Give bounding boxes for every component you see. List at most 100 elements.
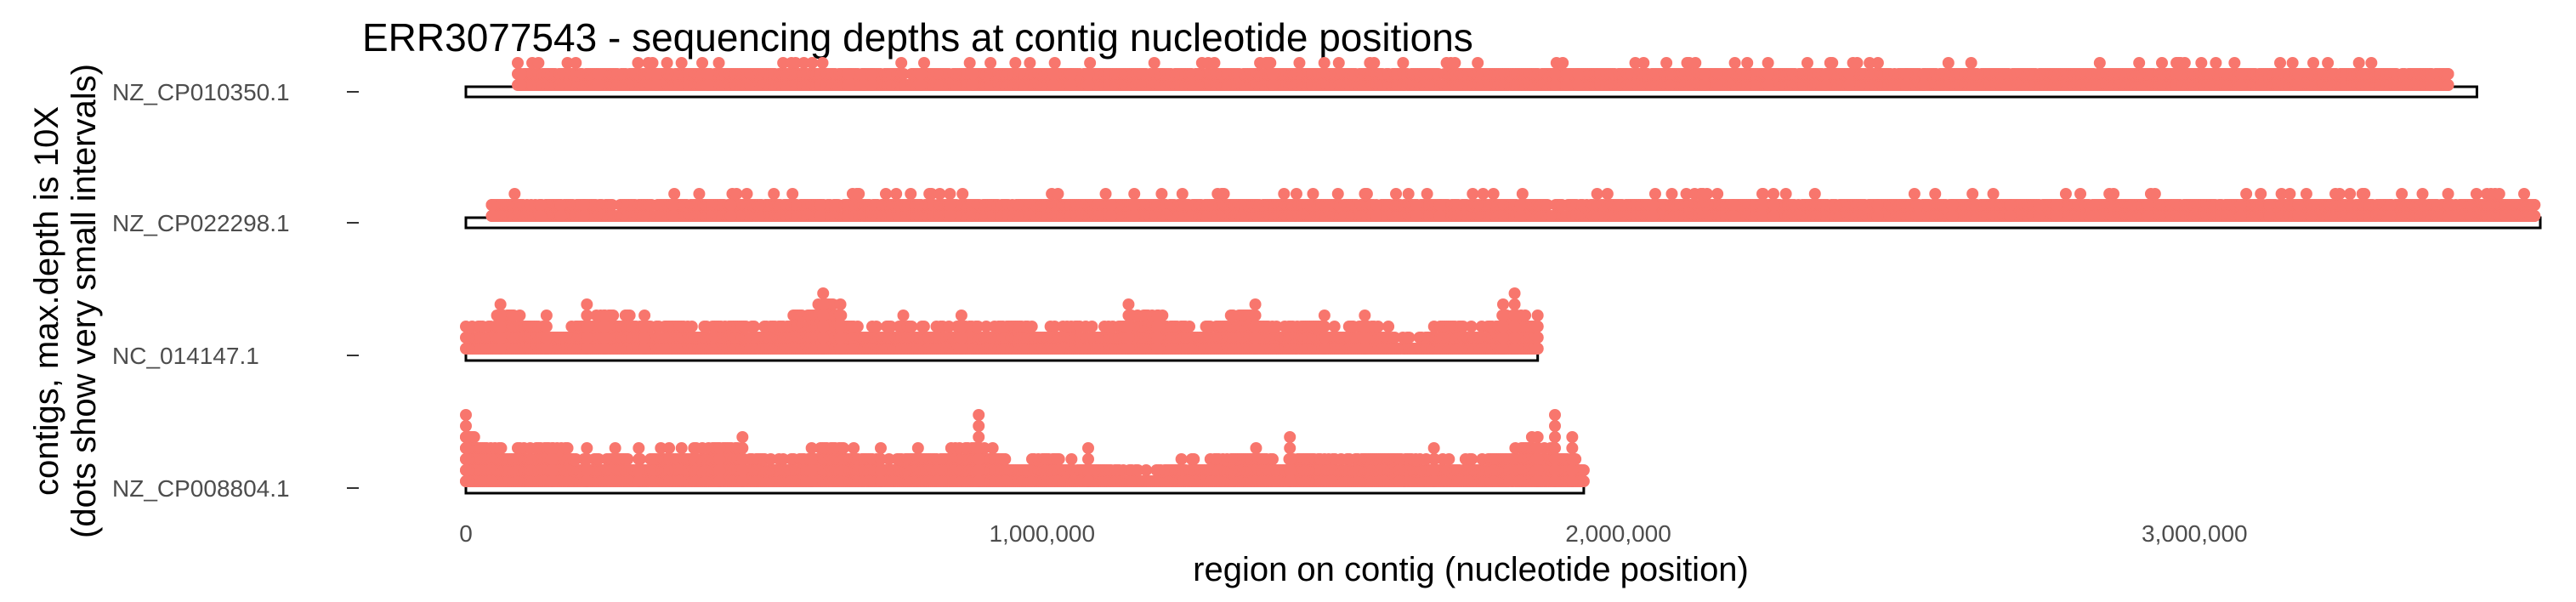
depth-point [1762,68,1774,80]
depth-point [2033,210,2045,222]
x-tick-label: 1,000,000 [989,520,1095,547]
depth-point [1917,68,1930,80]
depth-point [513,310,526,321]
depth-point [1557,57,1569,69]
depth-point [685,321,698,332]
depth-point [2108,188,2120,200]
depth-point [1266,68,1279,80]
depth-point [1487,188,1500,200]
depth-point [843,79,855,91]
depth-point [963,57,976,69]
depth-point [1689,57,1702,69]
depth-point [2528,210,2541,222]
depth-point [1549,79,1561,91]
depth-point [2396,188,2409,200]
depth-point [2442,199,2454,211]
depth-point [2142,199,2155,211]
depth-point [1047,79,1060,91]
depth-point [1331,188,1344,200]
depth-point [1433,199,1446,211]
depth-point [1293,57,1306,69]
depth-point [724,199,737,211]
depth-point [1929,188,1942,200]
depth-point [1048,57,1061,69]
depth-point [1047,68,1060,80]
depth-point [786,188,799,200]
depth-point [668,188,681,200]
x-tick-label: 0 [459,520,473,547]
depth-point [1410,210,1423,222]
depth-point [1699,68,1711,80]
depth-point [1128,210,1141,222]
depth-point [1779,188,1792,200]
depth-point [1801,57,1813,69]
depth-point [570,57,582,69]
depth-point [1871,199,1884,211]
depth-point [1767,188,1779,200]
depth-point [740,188,753,200]
depth-point [1514,199,1527,211]
depth-point [592,79,604,91]
depth-point [623,310,636,321]
contig-labels: NZ_CP010350.1NZ_CP022298.1NC_014147.1NZ_… [112,79,290,502]
depth-point [1699,79,1711,91]
depth-point [1917,79,1930,91]
depth-point [2263,210,2276,222]
depth-point [2286,57,2299,69]
depth-point [865,79,878,91]
depth-point [2344,188,2357,200]
depth-point [2240,188,2253,200]
depth-point [2074,188,2087,200]
depth-point [1472,57,1484,69]
contig-label: NZ_CP008804.1 [112,475,290,502]
depth-point [1711,188,1724,200]
depth-point [2365,57,2378,69]
depth-point [1912,199,1924,211]
depth-point [2518,188,2531,200]
depth-point [1105,199,1118,211]
contig-tick-marks [347,91,359,489]
depth-point [693,188,706,200]
depth-point [956,188,969,200]
depth-point [508,188,521,200]
depth-point [915,68,928,80]
depth-point [806,57,819,69]
depth-point [1842,79,1855,91]
depth-point [1808,188,1821,200]
depth-point [1946,210,1959,222]
depth-point [1176,188,1189,200]
depth-point [1637,57,1650,69]
depth-point [905,321,918,332]
depth-point [532,57,545,69]
depth-point [2384,199,2397,211]
depth-point [1900,68,1913,80]
depth-point [632,57,644,69]
depth-point [1148,57,1160,69]
depth-point [1819,79,1832,91]
depth-point [1360,188,1373,200]
contig-track [460,287,1544,362]
depth-point [696,57,709,69]
depth-point [1946,199,1959,211]
depth-point [2255,188,2267,200]
depth-point [1266,79,1279,91]
depth-point [865,68,878,80]
depth-point [933,188,946,200]
depth-point [646,57,659,69]
depth-point [2234,68,2247,80]
depth-point [967,79,979,91]
depth-point [1064,68,1077,80]
depth-point [1024,57,1036,69]
depth-point [853,188,865,200]
depth-point [1278,188,1291,200]
depth-point [917,321,930,332]
depth-point [2307,57,2320,69]
depth-point [1183,321,1196,332]
depth-point [1908,188,1921,200]
depth-point [1514,210,1527,222]
depth-point [967,68,979,80]
depth-point [577,199,590,211]
depth-point [1410,199,1423,211]
depth-point [814,210,826,222]
